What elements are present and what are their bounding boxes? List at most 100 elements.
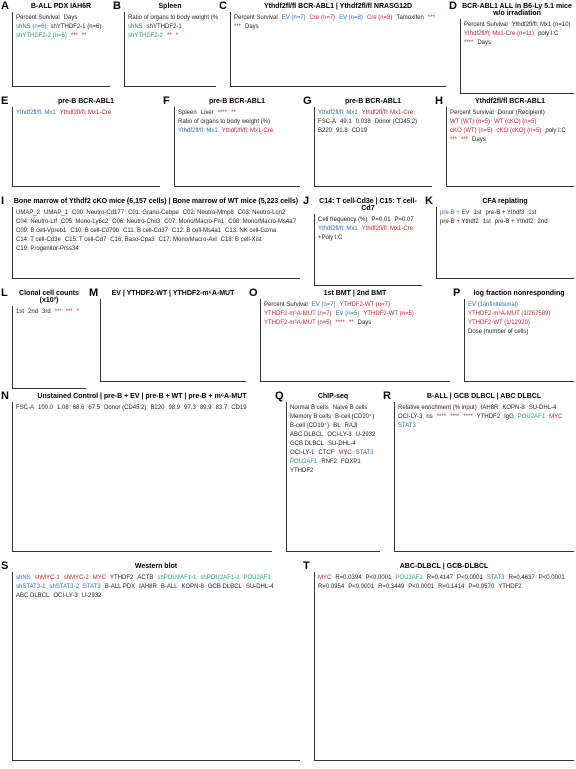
panel-label: C12: B cell-Ms4a1 (171, 228, 222, 234)
panel-label: SU-DHL-4 (245, 584, 274, 590)
panel-plot: FSC-A 100.0 1.08 68.6 67.5 Donor (CD45.2) B220… (12, 402, 272, 552)
panel-label: U-2932 (81, 593, 102, 599)
panel-plot: Spleen Liver **** ** Ratio of organs to body… (174, 107, 300, 187)
panel-title: 1st BMT | 2nd BMT (323, 290, 387, 297)
panel: D BCR-ABL1 ALL in B6-Ly 5.1 mice w/o irra… (448, 0, 576, 95)
panel-label: IgG (504, 414, 514, 420)
panel-label: Donor (CD45.2) (374, 119, 418, 125)
panel-label: C16: Baso-Cpa3 (110, 237, 155, 243)
panel-label: YTHDF2-WT (n=5) (363, 311, 414, 317)
panel-label: P=0.07 (394, 217, 414, 223)
panel-label: YTHDF2 (110, 575, 134, 581)
panel-label: ns (426, 414, 433, 420)
panel-label: EV (n=5) (335, 311, 360, 317)
panel-label: Ythdf2fl/fl; Mx1-Cre (221, 128, 274, 134)
panel-label: POU2AF1 (243, 575, 271, 581)
panel-label: R=0.0954 (318, 584, 345, 590)
panel-label: BL (333, 423, 341, 429)
panel-label: Cre (n=8) (366, 15, 393, 21)
panel-label: shPOU2AF1-1 (157, 575, 197, 581)
panel-label: Donor (CD45.2) (104, 405, 147, 411)
panel-plot: EV (1/infinitesimal) YTHDF2-m⁶A-MUT (1/26… (464, 299, 574, 382)
panel-label: Percent Survival (16, 15, 60, 21)
panel-title: ABC-DLBCL | GCB-DLBCL (399, 563, 489, 570)
panel-letter: K (425, 195, 433, 207)
panel-label: Percent Survival (234, 15, 278, 21)
panel-title: Ythdf2fl/fl BCR-ABL1 | Ythdf2fl/fl NRASG… (263, 3, 413, 10)
panel-label: ACTB (137, 575, 154, 581)
panel-label: WT (cKO) (n=5) (494, 119, 537, 125)
panel-label: YTHDF2 (498, 584, 522, 590)
panel-label: C11: B cell-Cd37 (123, 228, 168, 234)
panel-label: POU2AF1 (395, 575, 423, 581)
panel-label: C01: Granu-Cebpe (128, 210, 179, 216)
panel-label: YTHDF2 (476, 414, 501, 420)
panel-label: 1st (473, 210, 482, 216)
panel-label: STAT3 (486, 575, 505, 581)
panel-letter: C (219, 0, 227, 12)
panel-label: C05: Mono-Ly6c2 (61, 219, 109, 225)
panel-label: SU-DHL-4 (328, 441, 356, 447)
panel-label: WT (WT) (n=5) (450, 119, 491, 125)
panel-label: * (175, 33, 179, 39)
panel-label: **** (217, 110, 228, 116)
panel-label: shYTHDF2-2 (128, 33, 164, 39)
panel: I Bone marrow of Ythdf2 cKO mice (6,157 c… (0, 195, 302, 287)
panel-label: Ythdf2fl/fl; Mx1 (178, 128, 218, 134)
panel: C Ythdf2fl/fl BCR-ABL1 | Ythdf2fl/fl NRAS… (218, 0, 448, 95)
panel-letter: A (1, 0, 9, 12)
panel-label: Ythdf2fl/fl; Mx1-Cre (59, 110, 112, 116)
panel-label: **** (436, 414, 447, 420)
panel-label: Ratio of organs to body weight (%) (128, 15, 218, 21)
panel-label: IAH8R (480, 405, 499, 411)
panel-label: KOPN-8 (181, 584, 204, 590)
panel-label: STAT3 (355, 450, 374, 456)
panel-label: RAJI (344, 423, 358, 429)
panel: Q ChIP-seq Normal B cells Naive B cells Memo… (274, 390, 382, 560)
panel-label: Ratio of organs to body weight (%) (178, 119, 271, 125)
panel-letter: H (435, 95, 443, 107)
panel-label: *** (427, 15, 435, 21)
panel-label: OCI-LY-3 (327, 432, 352, 438)
panel-label: ABC DLBCL (16, 593, 50, 599)
panel-label: POU2AF1 (517, 414, 546, 420)
panel: J C14: T cell-Cd3e | C15: T cell-Cd7 Cell … (302, 195, 424, 287)
panel-label: shSTAT3-2 (49, 584, 79, 590)
panel-label: Ythdf2fl/fl; Mx1 (16, 110, 56, 116)
panel-label: EV (n=8) (339, 15, 363, 21)
panel-label: CD19 (231, 405, 247, 411)
panel-plot: Percent Survival Donor (Recipient) WT (WT)… (446, 107, 574, 187)
panel-label: CTCF (318, 450, 335, 456)
panel-label: STAT3 (82, 584, 101, 590)
panel-letter: J (303, 195, 310, 207)
panel-label: Days (63, 15, 78, 21)
panel: S Western blot shNS shMYC-1 shMYC-2 MYC YTHDF2… (0, 560, 302, 769)
panel-label: shSTAT3-1 (16, 584, 46, 590)
panel-letter: D (449, 0, 457, 12)
panel-label: R=0.4637 (508, 575, 535, 581)
panel-label: YTHDF2-m⁶A-MUT (n=7) (264, 311, 332, 317)
panel-title: pre-B BCR-ABL1 (209, 98, 265, 105)
panel-letter: B (113, 0, 121, 12)
panel-label: C18: B cell-Xist (220, 237, 262, 243)
panel-label: Days (477, 40, 492, 46)
panel-label: **** (450, 414, 460, 420)
panel-letter: M (89, 287, 99, 299)
panel-label: MYC (338, 450, 352, 456)
panel-label: Naive B cells (332, 405, 368, 411)
panel-label: P<0.0001 (408, 584, 435, 590)
panel-plot: Percent Survival EV (n=7) YTHDF2-WT (n=7) Y… (260, 299, 450, 382)
panel-label: GCB DLBCL (290, 441, 325, 447)
panel: H Ythdf2fl/fl BCR-ABL1 Percent Survival Don… (434, 95, 576, 195)
panel-label: P<0.0001 (365, 575, 392, 581)
panel-letter: P (453, 287, 461, 299)
panel: L Clonal cell counts (x10³) 1st 2nd 3rd *** **… (0, 287, 88, 390)
panel-label: R=0.1414 (438, 584, 465, 590)
panel: R B-ALL | GCB DLBCL | ABC DLBCL Relative e… (382, 390, 576, 560)
panel-label: MYC (92, 575, 107, 581)
panel: N Unstained Control | pre-B + EV | pre-B … (0, 390, 274, 560)
panel-title: EV | YTHDF2-WT | YTHDF2-m⁶A-MUT (111, 290, 235, 297)
panel-letter: G (303, 95, 312, 107)
panel-letter: L (1, 287, 8, 299)
